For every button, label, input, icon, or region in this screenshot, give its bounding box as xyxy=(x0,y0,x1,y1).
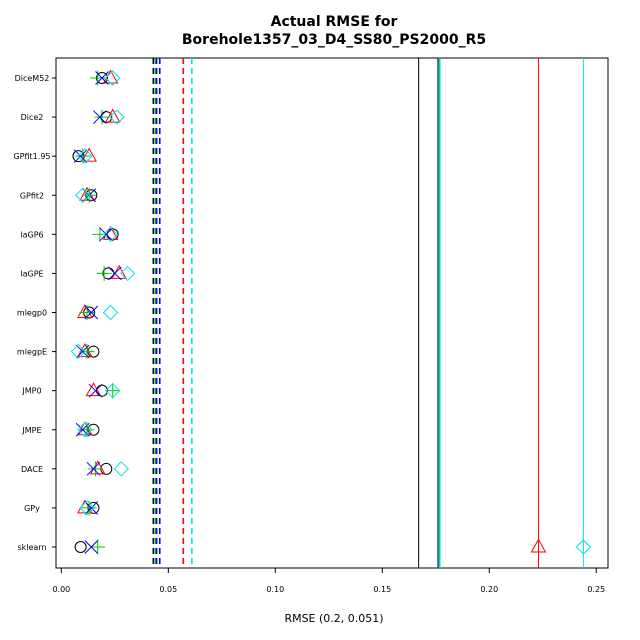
point-plus xyxy=(105,383,121,399)
point-plus xyxy=(79,344,95,360)
x-tick-label: 0.00 xyxy=(52,585,70,594)
y-tick-label: DiceM52 xyxy=(15,74,50,83)
point-diamond xyxy=(77,422,93,438)
y-tick-label: mlegpE xyxy=(17,348,47,357)
point-diamond xyxy=(102,304,119,321)
point-plus xyxy=(90,70,106,86)
x-axis-label: RMSE (0.2, 0.051) xyxy=(284,612,383,625)
point-cross xyxy=(75,344,90,359)
point-triangle xyxy=(530,538,547,553)
point-cross xyxy=(93,110,107,124)
y-tick-label: GPfit2 xyxy=(20,191,44,200)
data-points xyxy=(70,69,592,555)
point-plus xyxy=(92,226,108,242)
point-diamond xyxy=(79,500,95,516)
point-plus xyxy=(88,461,104,477)
y-tick-label: sklearn xyxy=(17,543,46,552)
y-tick-label: Dice2 xyxy=(21,113,44,122)
point-diamond xyxy=(113,461,129,477)
y-tick-label: laGPE xyxy=(20,269,43,278)
reference-lines xyxy=(152,58,584,568)
point-diamond xyxy=(119,265,136,282)
point-cross xyxy=(99,227,114,242)
point-diamond xyxy=(77,148,93,164)
chart-title-line2: Borehole1357_03_D4_SS80_PS2000_R5 xyxy=(182,32,486,48)
x-tick-label: 0.25 xyxy=(587,585,605,594)
y-tick-label: DACE xyxy=(21,465,43,474)
point-cross xyxy=(88,383,103,398)
point-circle xyxy=(74,541,87,553)
point-plus xyxy=(90,539,106,555)
y-tick-label: mlegp0 xyxy=(17,309,47,318)
x-tick-label: 0.05 xyxy=(159,585,177,594)
point-triangle xyxy=(77,303,93,318)
point-cross xyxy=(73,149,88,164)
point-cross xyxy=(86,461,101,476)
point-plus xyxy=(94,109,110,125)
point-cross xyxy=(84,540,99,554)
point-cross xyxy=(95,71,109,85)
y-tick-label: GPfit1.95 xyxy=(13,152,50,161)
point-diamond xyxy=(104,70,121,86)
x-tick-label: 0.10 xyxy=(266,585,284,594)
point-plus xyxy=(96,265,112,281)
chart-title-line1: Actual RMSE for xyxy=(271,14,398,30)
point-triangle xyxy=(104,108,121,123)
x-tick-label: 0.15 xyxy=(373,585,391,594)
point-cross xyxy=(84,305,99,320)
x-axis: 0.00 0.05 0.10 0.15 0.20 0.25 xyxy=(52,568,605,594)
y-tick-label: JMPE xyxy=(21,426,41,435)
point-cross xyxy=(84,501,99,515)
point-cross xyxy=(107,266,122,281)
point-diamond xyxy=(70,343,87,360)
point-diamond xyxy=(75,187,91,203)
plot-frame xyxy=(55,57,609,569)
y-tick-label: JMP0 xyxy=(21,387,41,396)
y-axis-labels: DiceM52 Dice2 GPfit1.95 GPfit2 laGP6 laGPE mle… xyxy=(13,74,56,552)
y-tick-label: GPy xyxy=(24,504,40,513)
y-tick-label: laGP6 xyxy=(20,230,43,239)
point-diamond xyxy=(109,109,125,125)
point-plus xyxy=(79,305,95,320)
point-diamond xyxy=(104,382,121,399)
point-diamond xyxy=(102,226,119,243)
point-triangle xyxy=(81,147,98,162)
point-diamond xyxy=(575,539,592,555)
x-tick-label: 0.20 xyxy=(480,585,498,594)
